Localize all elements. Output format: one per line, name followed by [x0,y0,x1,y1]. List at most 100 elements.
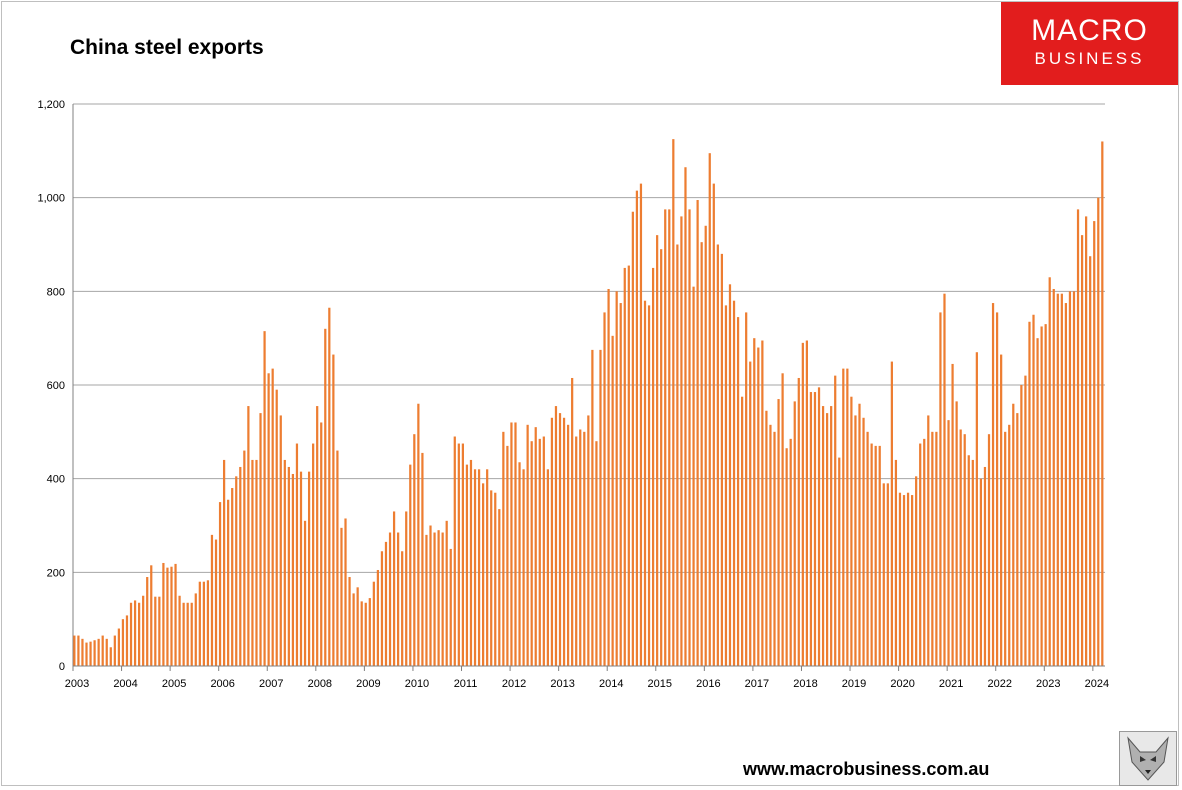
bar [741,396,744,666]
bar [854,415,857,666]
x-tick-label: 2007 [259,678,283,690]
bar [77,635,80,666]
bar [1020,385,1023,666]
bar [1032,314,1035,666]
bar [320,422,323,666]
bar [890,361,893,666]
bar [716,244,719,666]
bar [939,312,942,666]
bar [935,431,938,666]
x-tick-label: 2019 [842,678,866,690]
bar [506,445,509,666]
bar [421,452,424,666]
y-tick-label: 600 [47,380,65,392]
bar [1093,221,1096,666]
bar [704,225,707,666]
bar [599,349,602,667]
bar [287,466,290,666]
bar [146,577,149,666]
bar [477,469,481,666]
bar [1012,403,1015,666]
bar [113,635,116,666]
bar [979,478,983,666]
bar [680,216,683,666]
bar [453,436,456,666]
bar [129,602,133,666]
bar [696,200,699,666]
bar [898,492,902,666]
bar [1068,291,1072,666]
bar [951,363,954,666]
bar [813,392,817,666]
bar [214,539,218,666]
bar [672,139,675,667]
bar [105,638,108,666]
bar [838,457,841,666]
bar [846,368,849,666]
bar [603,312,606,666]
bar [631,211,634,666]
bar [312,443,315,666]
bar [263,331,266,666]
bar [324,328,327,666]
bar [805,340,808,666]
bar [749,361,752,666]
bar [660,249,663,666]
bar [178,595,181,666]
bar [931,431,934,666]
bar [429,525,432,666]
bar [955,401,958,666]
bar [170,566,173,666]
bar [619,303,622,666]
bar [862,417,865,666]
bar [510,422,513,666]
bar [413,434,416,666]
bar [826,413,829,666]
bar [643,300,647,666]
bar [1004,431,1007,666]
bar [158,596,161,666]
bar [348,577,351,666]
bar [380,551,384,666]
bar [615,291,618,666]
bar [109,647,112,666]
bar [866,431,869,666]
bar [882,483,885,666]
bar [623,267,626,666]
bar [591,349,594,667]
bar [611,335,614,666]
bar [809,392,813,666]
bar [465,464,469,666]
bar [919,443,922,666]
bar [336,450,339,666]
x-tick-label: 2022 [987,678,1011,690]
bar [328,307,331,666]
bar [627,265,630,666]
bar [222,459,226,666]
bar [162,562,165,666]
y-tick-label: 1,200 [37,99,65,111]
bar [566,424,570,666]
bar [101,635,104,666]
bar [781,373,784,666]
bar [894,459,898,666]
bar [1008,424,1011,666]
bar [449,548,452,666]
bar [368,598,371,666]
x-tick-label: 2016 [696,678,720,690]
bar [340,527,343,666]
bar [542,436,545,666]
bar [73,635,76,666]
bar [121,619,125,666]
bar [81,638,84,666]
bar [927,415,930,666]
bar [987,434,991,666]
bar [550,417,554,666]
bar [534,427,537,666]
bar [1044,324,1047,666]
bar [397,532,400,666]
bar [494,492,497,666]
bar [579,429,582,666]
bar [271,368,274,666]
bar [275,389,278,666]
